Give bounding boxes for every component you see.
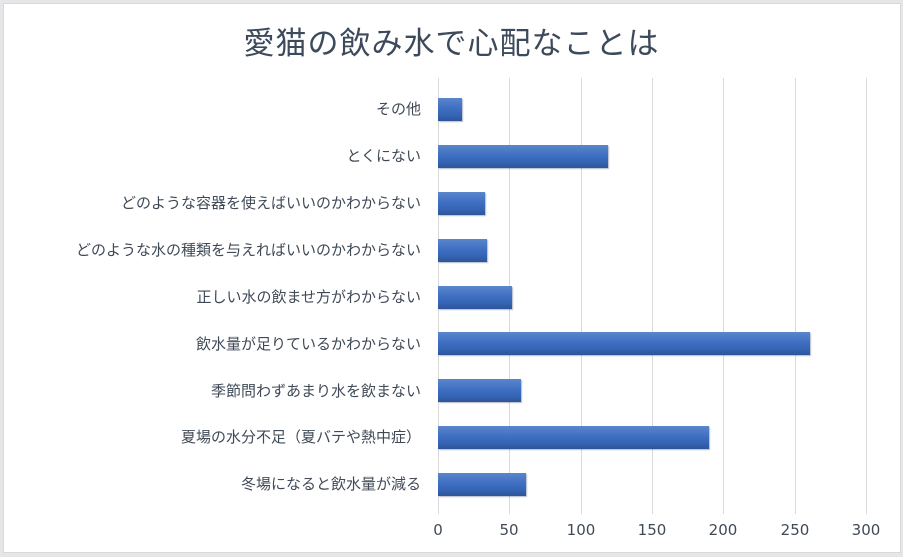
gridline: [581, 78, 582, 514]
gridline: [795, 78, 796, 514]
x-tick-label: 250: [780, 521, 810, 539]
x-tick-label: 50: [499, 521, 519, 539]
x-tick-label: 300: [851, 521, 881, 539]
chart-frame: [3, 3, 901, 553]
bar: [438, 286, 513, 309]
category-label: とくにない: [346, 147, 421, 165]
category-label: 夏場の水分不足（夏バテや熱中症）: [180, 428, 421, 446]
category-label: 季節問わずあまり水を飲まない: [210, 382, 421, 400]
gridline: [652, 78, 653, 514]
category-label: 冬場になると飲水量が減る: [240, 475, 421, 493]
bar: [438, 332, 811, 355]
bar: [438, 239, 487, 262]
bar: [438, 192, 486, 215]
bar: [438, 98, 463, 121]
bar: [438, 426, 710, 449]
bar: [438, 379, 521, 402]
chart-title: 愛猫の飲み水で心配なことは: [243, 26, 660, 62]
bar: [438, 473, 527, 496]
category-label: 飲水量が足りているかわからない: [195, 335, 421, 353]
category-label: どのような水の種類を与えればいいのかわからない: [75, 241, 421, 259]
x-tick-label: 0: [433, 521, 443, 539]
category-label: どのような容器を使えばいいのかわからない: [120, 194, 421, 212]
gridline: [723, 78, 724, 514]
category-label: その他: [375, 100, 421, 118]
bar: [438, 145, 608, 168]
x-tick-label: 150: [637, 521, 667, 539]
gridline: [866, 78, 867, 514]
x-tick-label: 100: [566, 521, 596, 539]
category-label: 正しい水の飲ませ方がわからない: [196, 288, 421, 306]
x-tick-label: 200: [708, 521, 738, 539]
